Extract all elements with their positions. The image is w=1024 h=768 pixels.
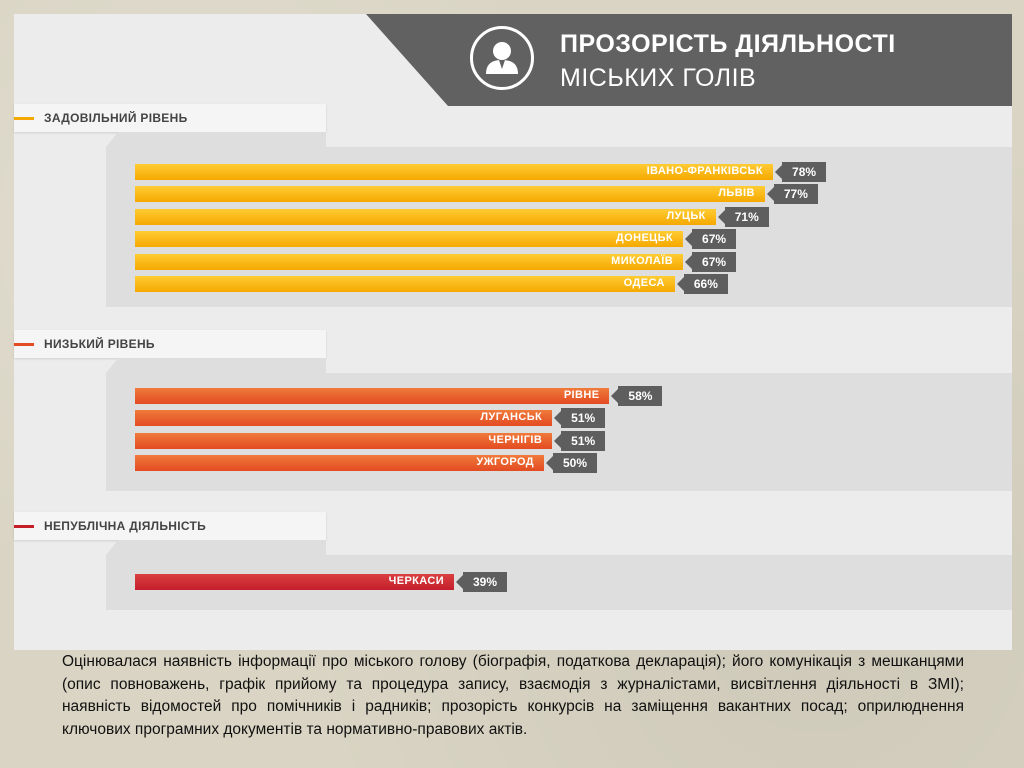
- section-label: НЕПУБЛІЧНА ДІЯЛЬНІСТЬ: [44, 519, 207, 533]
- bar-label: ЛЬВІВ: [718, 187, 755, 200]
- bar: МИКОЛАЇВ: [135, 253, 684, 270]
- section-label: НИЗЬКИЙ РІВЕНЬ: [44, 337, 155, 351]
- bar: ЛЬВІВ: [135, 186, 765, 203]
- section-marker: [14, 343, 34, 346]
- value-badge: 39%: [456, 572, 508, 592]
- section-marker: [14, 525, 34, 528]
- value-badge: 51%: [554, 430, 606, 451]
- bar: ДОНЕЦЬК: [135, 231, 684, 248]
- value-badge: 77%: [766, 184, 818, 205]
- value-badge: 50%: [546, 453, 597, 474]
- value-badge: 71%: [717, 206, 769, 227]
- bar-label: ОДЕСА: [623, 277, 665, 289]
- bar-label: ЧЕРКАСИ: [388, 575, 445, 587]
- value-badge: 58%: [611, 386, 663, 406]
- person-icon: [470, 26, 534, 90]
- bar-label: РІВНЕ: [563, 389, 600, 401]
- bar-label: ЛУЦЬК: [666, 209, 706, 222]
- header-title: ПРОЗОРІСТЬ ДІЯЛЬНОСТІ: [560, 30, 896, 58]
- bar: ЧЕРКАСИ: [135, 574, 455, 590]
- section-header: НЕПУБЛІЧНА ДІЯЛЬНІСТЬ: [14, 512, 326, 540]
- section-band-notch: [106, 132, 326, 147]
- bar-label: МИКОЛАЇВ: [611, 254, 674, 267]
- section-header: ЗАДОВІЛЬНИЙ РІВЕНЬ: [14, 104, 326, 132]
- section-marker: [14, 117, 34, 120]
- bar: УЖГОРОД: [135, 455, 544, 472]
- bar: ЧЕРНІГІВ: [135, 432, 553, 449]
- bar: ЛУГАНСЬК: [135, 410, 553, 427]
- bar: ЛУЦЬК: [135, 208, 716, 225]
- section-header: НИЗЬКИЙ РІВЕНЬ: [14, 330, 326, 358]
- section-band-notch: [106, 540, 326, 555]
- bar-label: ЛУГАНСЬК: [480, 411, 543, 424]
- infographic-panel: ПРОЗОРІСТЬ ДІЯЛЬНОСТІ МІСЬКИХ ГОЛІВ ЗАДО…: [14, 14, 1012, 650]
- value-badge: 78%: [775, 162, 827, 182]
- bar: ОДЕСА: [135, 276, 675, 292]
- bar: РІВНЕ: [135, 388, 610, 404]
- bar-label: ЧЕРНІГІВ: [488, 433, 543, 446]
- header-subtitle: МІСЬКИХ ГОЛІВ: [560, 64, 757, 92]
- section-band-notch: [106, 358, 326, 373]
- value-badge: 51%: [554, 408, 606, 429]
- section-label: ЗАДОВІЛЬНИЙ РІВЕНЬ: [44, 111, 188, 125]
- bar-label: ДОНЕЦЬК: [615, 232, 674, 245]
- value-badge: 67%: [685, 229, 737, 250]
- value-badge: 66%: [676, 274, 728, 294]
- value-badge: 67%: [685, 251, 737, 272]
- bar-label: ІВАНО-ФРАНКІВСЬК: [646, 165, 764, 177]
- caption-text: Оцінювалася наявність інформації про міс…: [62, 653, 964, 738]
- bar-label: УЖГОРОД: [476, 456, 534, 469]
- bar: ІВАНО-ФРАНКІВСЬК: [135, 164, 774, 180]
